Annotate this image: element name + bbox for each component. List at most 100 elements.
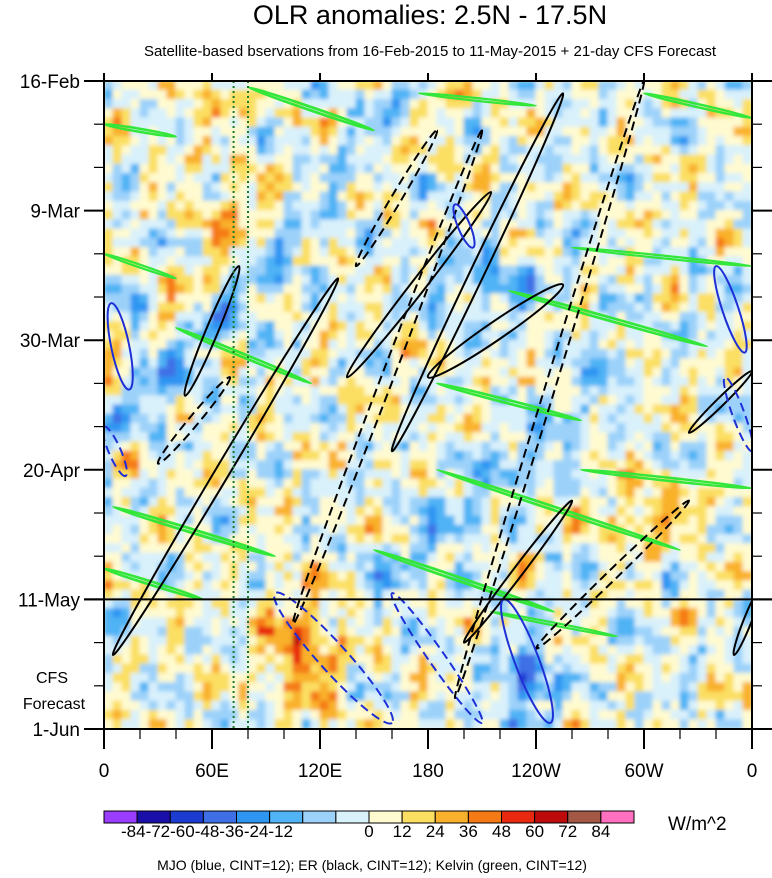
heatmap-cell bbox=[112, 709, 123, 721]
heatmap-cell bbox=[445, 450, 456, 462]
heatmap-cell bbox=[742, 552, 752, 563]
heatmap-cell bbox=[139, 524, 150, 536]
heatmap-cell bbox=[679, 136, 690, 147]
heatmap-cell bbox=[481, 515, 492, 526]
heatmap-cell bbox=[139, 108, 150, 119]
heatmap-cell bbox=[427, 700, 438, 711]
heatmap-cell bbox=[517, 136, 528, 147]
heatmap-cell bbox=[104, 358, 114, 369]
heatmap-cell bbox=[175, 210, 186, 221]
heatmap-cell bbox=[310, 709, 321, 721]
heatmap-cell bbox=[661, 450, 672, 462]
heatmap-cell bbox=[292, 617, 303, 628]
heatmap-cell bbox=[643, 598, 654, 610]
heatmap-cell bbox=[580, 136, 591, 147]
heatmap-cell bbox=[265, 367, 276, 378]
heatmap-cell bbox=[391, 515, 402, 526]
heatmap-cell bbox=[157, 524, 168, 536]
heatmap-cell bbox=[274, 274, 285, 286]
heatmap-cell bbox=[211, 145, 222, 156]
heatmap-cell bbox=[202, 117, 213, 128]
heatmap-cell bbox=[373, 645, 384, 656]
heatmap-cell bbox=[391, 423, 402, 434]
heatmap-cell bbox=[256, 543, 267, 554]
heatmap-cell bbox=[508, 376, 519, 387]
heatmap-cell bbox=[337, 571, 348, 582]
heatmap-cell bbox=[598, 478, 609, 489]
heatmap-cell bbox=[104, 432, 114, 443]
heatmap-cell bbox=[661, 321, 672, 332]
heatmap-cell bbox=[175, 358, 186, 369]
heatmap-cell bbox=[508, 191, 519, 202]
heatmap-cell bbox=[724, 598, 735, 610]
heatmap-cell bbox=[463, 89, 474, 101]
heatmap-cell bbox=[436, 515, 447, 526]
heatmap-cell bbox=[328, 145, 339, 156]
heatmap-cell bbox=[184, 691, 195, 702]
heatmap-cell bbox=[409, 126, 420, 138]
heatmap-cell bbox=[148, 404, 159, 415]
heatmap-cell bbox=[373, 311, 384, 323]
heatmap-cell bbox=[337, 126, 348, 138]
heatmap-cell bbox=[166, 478, 177, 489]
heatmap-cell bbox=[328, 99, 339, 110]
heatmap-cell bbox=[589, 274, 600, 286]
heatmap-cell bbox=[418, 191, 429, 202]
heatmap-cell bbox=[445, 182, 456, 193]
heatmap-cell bbox=[256, 302, 267, 313]
heatmap-cell bbox=[490, 256, 501, 267]
heatmap-cell bbox=[715, 182, 726, 193]
heatmap-cell bbox=[247, 460, 258, 471]
heatmap-cell bbox=[589, 478, 600, 489]
heatmap-cell bbox=[256, 348, 267, 360]
heatmap-cell bbox=[544, 265, 555, 276]
heatmap-cell bbox=[130, 691, 141, 702]
heatmap-cell bbox=[211, 561, 222, 573]
heatmap-cell bbox=[121, 89, 132, 101]
heatmap-cell bbox=[508, 404, 519, 415]
heatmap-cell bbox=[391, 108, 402, 119]
heatmap-cell bbox=[517, 682, 528, 693]
heatmap-cell bbox=[436, 154, 447, 165]
heatmap-cell bbox=[400, 598, 411, 610]
heatmap-cell bbox=[517, 330, 528, 341]
heatmap-cell bbox=[544, 423, 555, 434]
heatmap-cell bbox=[139, 136, 150, 147]
heatmap-cell bbox=[517, 163, 528, 175]
heatmap-cell bbox=[463, 284, 474, 295]
heatmap-cell bbox=[247, 626, 258, 637]
heatmap-cell bbox=[562, 126, 573, 138]
heatmap-cell bbox=[625, 284, 636, 295]
heatmap-cell bbox=[409, 534, 420, 545]
heatmap-cell bbox=[265, 339, 276, 350]
heatmap-cell bbox=[355, 534, 366, 545]
heatmap-cell bbox=[130, 358, 141, 369]
heatmap-cell bbox=[121, 293, 132, 304]
heatmap-cell bbox=[166, 580, 177, 591]
heatmap-cell bbox=[238, 247, 249, 258]
heatmap-cell bbox=[328, 571, 339, 582]
heatmap-cell bbox=[652, 589, 663, 600]
heatmap-cell bbox=[517, 515, 528, 526]
heatmap-cell bbox=[148, 293, 159, 304]
heatmap-cell bbox=[283, 552, 294, 563]
heatmap-cell bbox=[148, 358, 159, 369]
heatmap-cell bbox=[130, 645, 141, 656]
heatmap-cell bbox=[175, 321, 186, 332]
heatmap-cell bbox=[553, 311, 564, 323]
heatmap-cell bbox=[661, 506, 672, 517]
heatmap-cell bbox=[409, 99, 420, 110]
heatmap-cell bbox=[391, 154, 402, 165]
heatmap-cell bbox=[229, 413, 240, 425]
heatmap-cell bbox=[328, 460, 339, 471]
heatmap-cell bbox=[544, 682, 555, 693]
heatmap-cell bbox=[508, 543, 519, 554]
heatmap-cell bbox=[445, 358, 456, 369]
heatmap-cell bbox=[508, 645, 519, 656]
heatmap-cell bbox=[598, 154, 609, 165]
heatmap-cell bbox=[580, 395, 591, 406]
heatmap-cell bbox=[148, 247, 159, 258]
heatmap-cell bbox=[157, 348, 168, 360]
heatmap-cell bbox=[166, 311, 177, 323]
heatmap-cell bbox=[112, 339, 123, 350]
